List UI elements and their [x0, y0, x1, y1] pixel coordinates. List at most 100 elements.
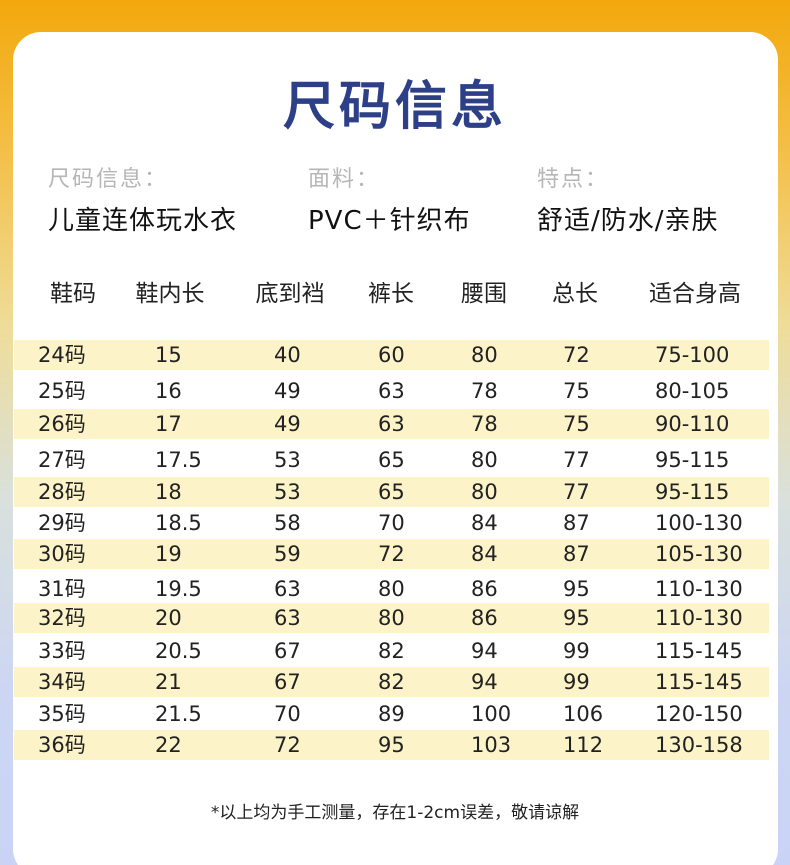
cell-height: 120-150 — [655, 702, 743, 726]
cell-insole-length: 22 — [155, 733, 182, 757]
cell-shoe-size: 31码 — [38, 577, 86, 601]
size-table-header: 鞋码 鞋内长 底到裆 裤长 腰围 总长 适合身高 — [0, 276, 790, 312]
cell-waist: 86 — [471, 577, 498, 601]
table-row: 24码 15 40 60 80 72 75-100 — [14, 340, 769, 370]
cell-shoe-size: 27码 — [38, 448, 86, 472]
cell-height: 95-115 — [655, 448, 730, 472]
cell-total-length: 75 — [563, 379, 590, 403]
cell-crotch-depth: 67 — [274, 639, 301, 663]
cell-shoe-size: 24码 — [38, 343, 86, 367]
cell-crotch-depth: 40 — [274, 343, 301, 367]
cell-insole-length: 21.5 — [155, 702, 202, 726]
cell-crotch-depth: 49 — [274, 412, 301, 436]
cell-waist: 84 — [471, 542, 498, 566]
cell-waist: 84 — [471, 511, 498, 535]
cell-total-length: 95 — [563, 606, 590, 630]
cell-total-length: 75 — [563, 412, 590, 436]
cell-waist: 78 — [471, 379, 498, 403]
cell-crotch-depth: 72 — [274, 733, 301, 757]
cell-pants-length: 80 — [378, 577, 405, 601]
cell-shoe-size: 26码 — [38, 412, 86, 436]
cell-total-length: 99 — [563, 670, 590, 694]
cell-total-length: 87 — [563, 511, 590, 535]
cell-height: 80-105 — [655, 379, 730, 403]
cell-shoe-size: 36码 — [38, 733, 86, 757]
table-row: 36码 22 72 95 103 112 130-158 — [14, 730, 769, 760]
header-shoe-size: 鞋码 — [50, 281, 96, 307]
cell-waist: 80 — [471, 480, 498, 504]
cell-pants-length: 89 — [378, 702, 405, 726]
cell-pants-length: 63 — [378, 379, 405, 403]
cell-insole-length: 19 — [155, 542, 182, 566]
cell-waist: 80 — [471, 343, 498, 367]
table-row: 33码 20.5 67 82 94 99 115-145 — [14, 636, 769, 666]
cell-total-length: 87 — [563, 542, 590, 566]
cell-crotch-depth: 70 — [274, 702, 301, 726]
cell-height: 105-130 — [655, 542, 743, 566]
cell-total-length: 112 — [563, 733, 604, 757]
cell-insole-length: 18.5 — [155, 511, 202, 535]
cell-height: 110-130 — [655, 577, 743, 601]
cell-crotch-depth: 58 — [274, 511, 301, 535]
info-fabric: 面料： PVC＋针织布 — [308, 165, 471, 239]
cell-total-length: 106 — [563, 702, 604, 726]
cell-insole-length: 17.5 — [155, 448, 202, 472]
content-card — [13, 32, 778, 865]
cell-shoe-size: 28码 — [38, 480, 86, 504]
cell-insole-length: 19.5 — [155, 577, 202, 601]
cell-crotch-depth: 63 — [274, 606, 301, 630]
cell-waist: 94 — [471, 670, 498, 694]
cell-crotch-depth: 67 — [274, 670, 301, 694]
cell-shoe-size: 34码 — [38, 670, 86, 694]
cell-crotch-depth: 63 — [274, 577, 301, 601]
header-pants-length: 裤长 — [368, 281, 414, 307]
info-fabric-label: 面料： — [308, 167, 381, 192]
table-row: 34码 21 67 82 94 99 115-145 — [14, 667, 769, 697]
table-row: 26码 17 49 63 78 75 90-110 — [14, 409, 769, 439]
info-features: 特点： 舒适/防水/亲肤 — [537, 165, 719, 239]
cell-insole-length: 15 — [155, 343, 182, 367]
table-row: 30码 19 59 72 84 87 105-130 — [14, 539, 769, 569]
info-features-label: 特点： — [537, 167, 610, 192]
cell-total-length: 99 — [563, 639, 590, 663]
table-row: 35码 21.5 70 89 100 106 120-150 — [14, 699, 769, 729]
info-features-value: 舒适/防水/亲肤 — [537, 206, 719, 236]
info-product: 尺码信息： 儿童连体玩水衣 — [48, 165, 237, 239]
cell-shoe-size: 35码 — [38, 702, 86, 726]
table-row: 28码 18 53 65 80 77 95-115 — [14, 477, 769, 507]
cell-height: 90-110 — [655, 412, 730, 436]
cell-height: 115-145 — [655, 670, 743, 694]
cell-pants-length: 60 — [378, 343, 405, 367]
cell-total-length: 77 — [563, 480, 590, 504]
cell-pants-length: 95 — [378, 733, 405, 757]
header-crotch-depth: 底到裆 — [255, 281, 325, 307]
cell-shoe-size: 25码 — [38, 379, 86, 403]
cell-pants-length: 82 — [378, 639, 405, 663]
cell-waist: 80 — [471, 448, 498, 472]
table-row: 29码 18.5 58 70 84 87 100-130 — [14, 508, 769, 538]
cell-waist: 78 — [471, 412, 498, 436]
cell-shoe-size: 29码 — [38, 511, 86, 535]
cell-total-length: 95 — [563, 577, 590, 601]
header-waist: 腰围 — [461, 281, 507, 307]
cell-waist: 86 — [471, 606, 498, 630]
cell-waist: 100 — [471, 702, 512, 726]
cell-pants-length: 72 — [378, 542, 405, 566]
table-row: 25码 16 49 63 78 75 80-105 — [14, 376, 769, 406]
measurement-footnote: *以上均为手工测量，存在1-2cm误差，敬请谅解 — [210, 803, 580, 823]
cell-pants-length: 65 — [378, 480, 405, 504]
cell-crotch-depth: 53 — [274, 480, 301, 504]
cell-height: 100-130 — [655, 511, 743, 535]
header-height: 适合身高 — [649, 281, 741, 307]
cell-total-length: 77 — [563, 448, 590, 472]
cell-pants-length: 65 — [378, 448, 405, 472]
cell-insole-length: 17 — [155, 412, 182, 436]
cell-pants-length: 82 — [378, 670, 405, 694]
cell-height: 75-100 — [655, 343, 730, 367]
cell-total-length: 72 — [563, 343, 590, 367]
cell-insole-length: 18 — [155, 480, 182, 504]
cell-insole-length: 21 — [155, 670, 182, 694]
cell-shoe-size: 33码 — [38, 639, 86, 663]
table-row: 27码 17.5 53 65 80 77 95-115 — [14, 445, 769, 475]
page-title: 尺码信息 — [282, 77, 507, 137]
